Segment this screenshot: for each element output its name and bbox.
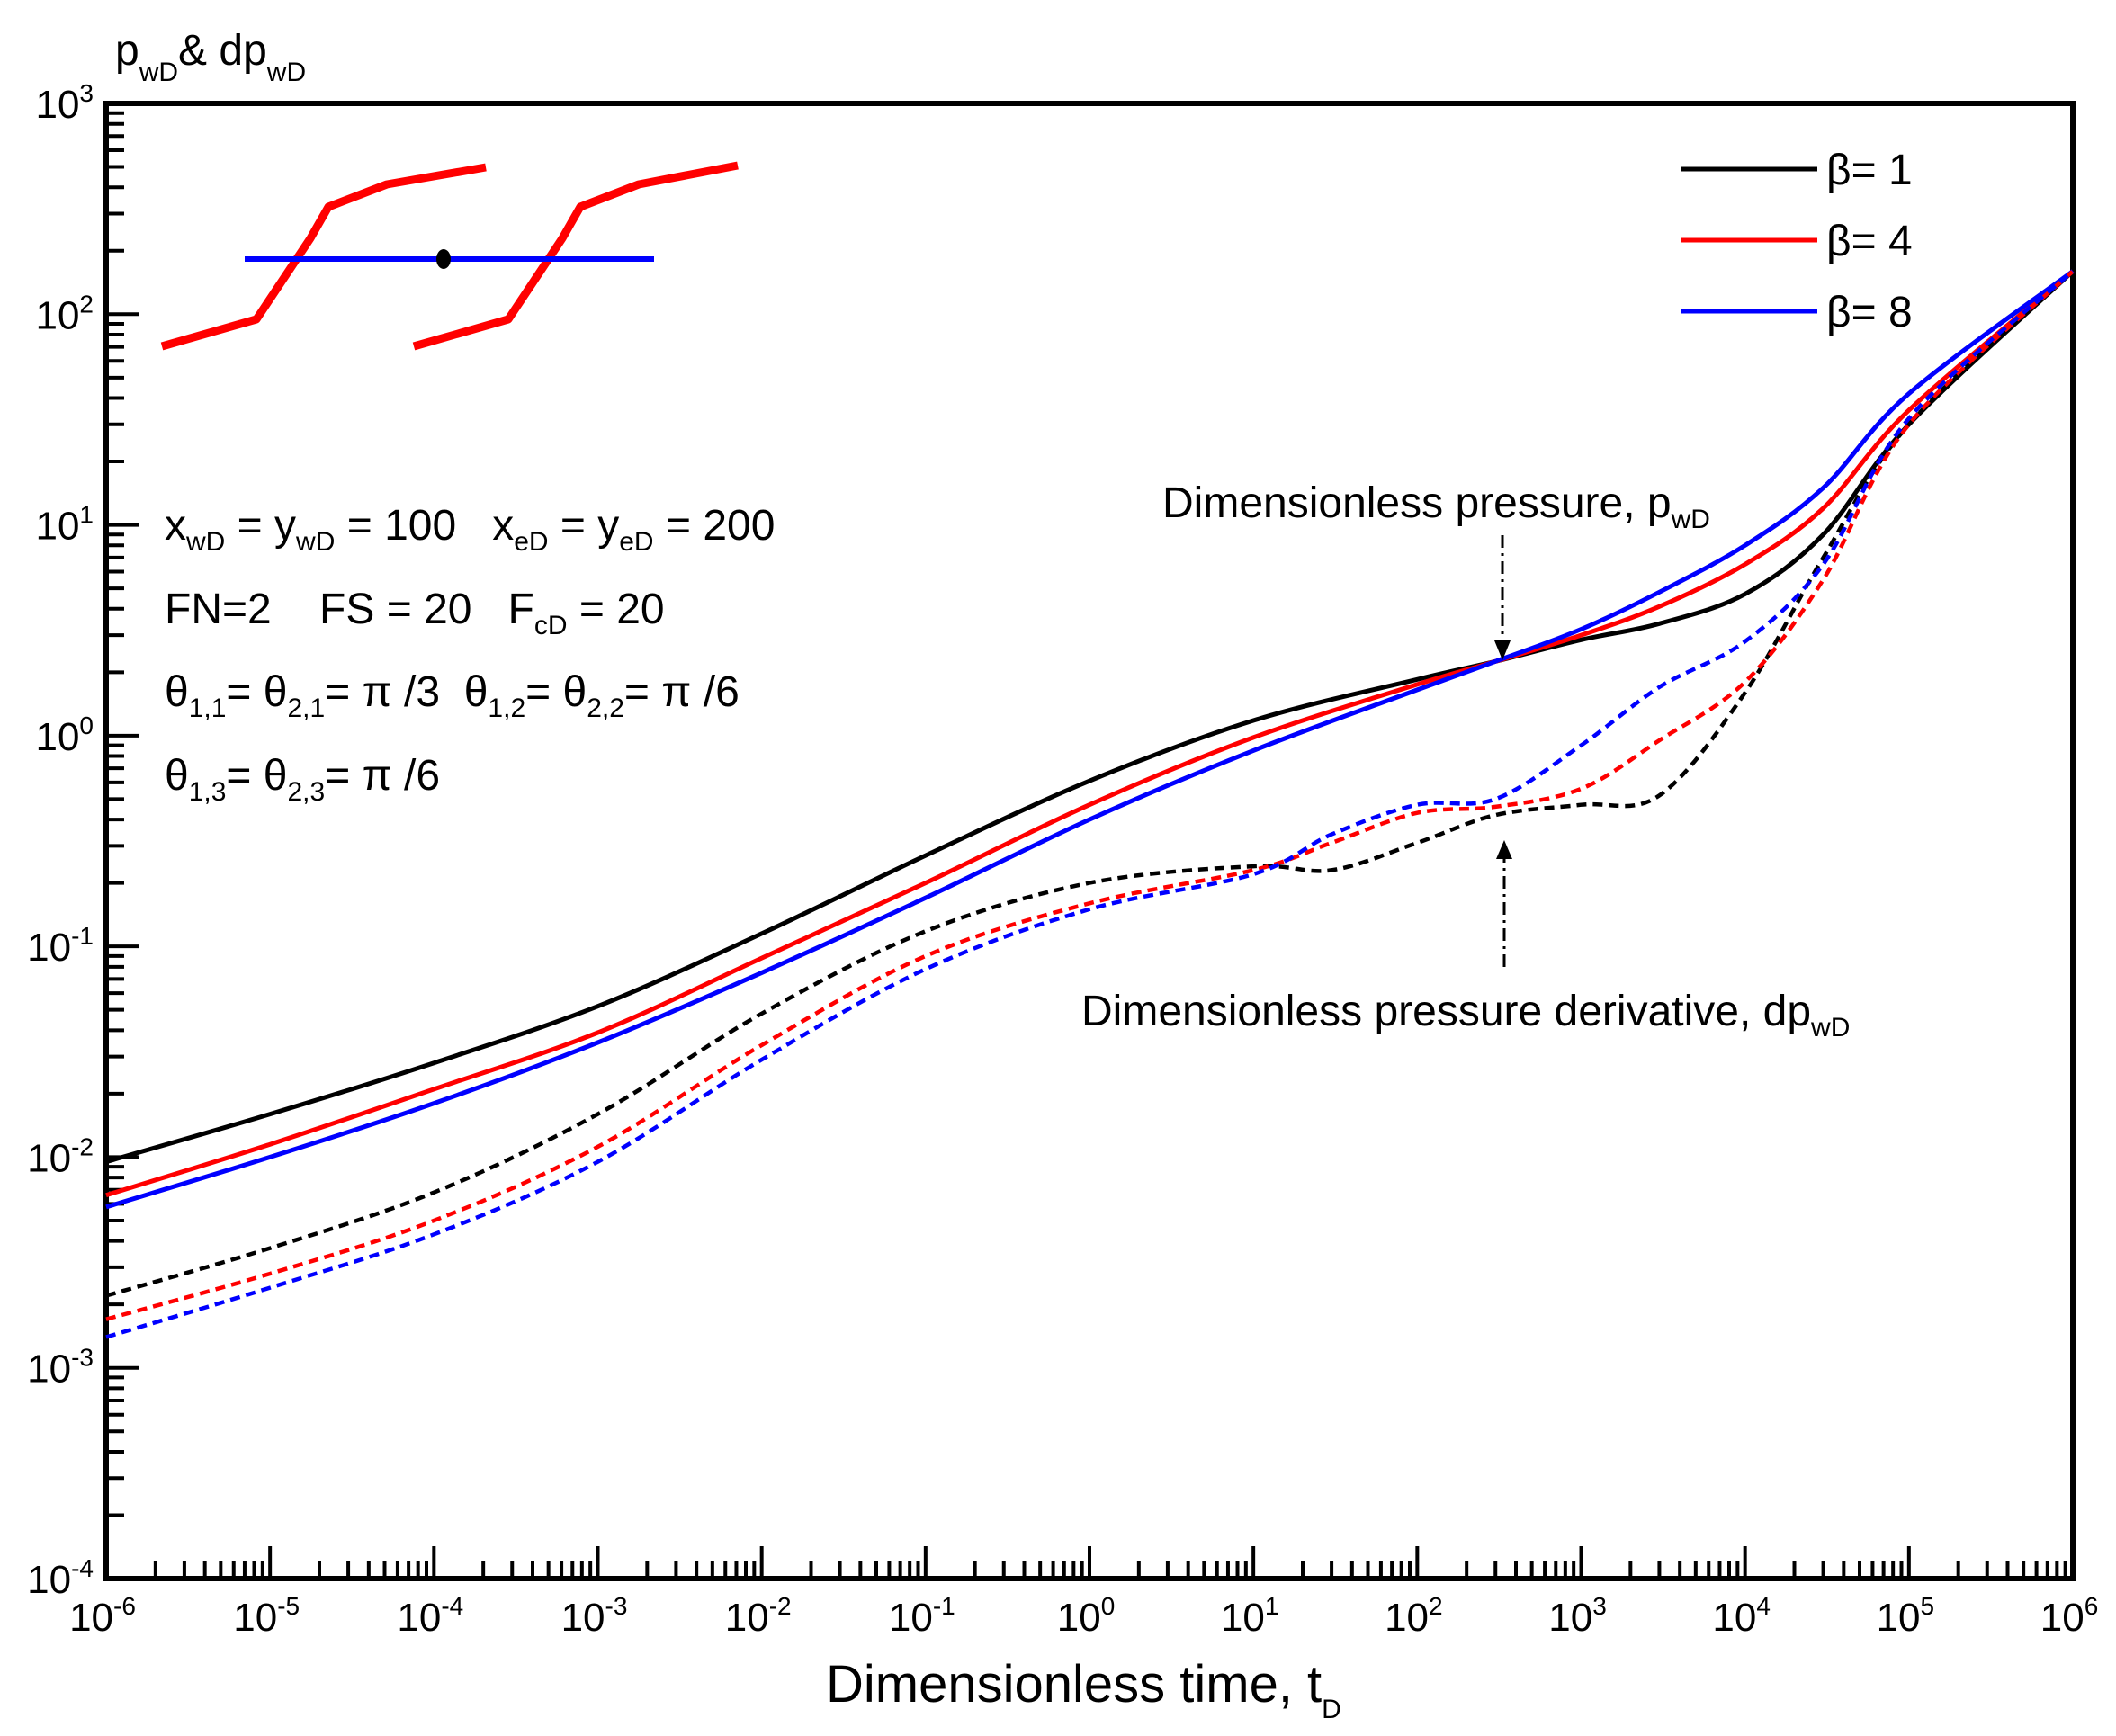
param-line-2: FN=2 FS = 20 FcD = 20 [165,586,665,640]
annotation-pressure-label: Dimensionless pressure, pwD [1162,479,1710,534]
fracture-2 [412,161,739,351]
series-line--4-derivative [105,269,2075,1321]
y-tick-label: 10-2 [27,1132,94,1180]
x-tick-label: 10-5 [233,1592,300,1640]
x-tick-label: 105 [1877,1592,1935,1640]
y-tick-label: 10-4 [27,1554,94,1602]
axis-ticks [104,111,2067,1580]
x-tick-label: 102 [1385,1592,1443,1640]
series-line--1-pressure [105,269,2075,1165]
parameter-text: xwD = ywD = 100 xeD = yeD = 200 FN=2 FS … [165,502,775,807]
series-line--4-pressure [105,269,2075,1198]
x-tick-label: 10-3 [561,1592,628,1640]
data-series [105,269,2075,1339]
legend-label-beta-8: β= 8 [1826,289,1913,336]
series-line--8-derivative [105,269,2075,1339]
legend-label-beta-1: β= 1 [1826,147,1913,194]
y-tick-label: 10-1 [27,922,94,970]
wellbore-point [436,249,451,269]
legend-label-beta-4: β= 4 [1826,218,1913,265]
annotation-derivative-arrowhead [1496,840,1512,859]
y-axis-title: pwD& dpwD [115,27,306,87]
x-tick-label: 10-2 [725,1592,792,1640]
plot-frame [103,101,2076,1581]
x-tick-label: 106 [2040,1592,2099,1640]
series-line--1-derivative [105,269,2075,1298]
x-tick-label: 103 [1548,1592,1607,1640]
annotation-pressure-arrowhead [1494,640,1511,660]
param-line-3: θ1,1= θ2,1= π /3 θ1,2= θ2,2= π /6 [165,668,740,723]
y-tick-label: 101 [35,501,94,549]
series-line--8-pressure [105,269,2075,1210]
y-tick-label: 103 [35,79,94,127]
param-line-1: xwD = ywD = 100 xeD = yeD = 200 [165,502,775,557]
annotation-pressure: Dimensionless pressure, pwD [1162,479,1710,660]
x-tick-label: 10-6 [69,1592,136,1640]
fracture-schematic [160,161,739,351]
legend: β= 1 β= 4 β= 8 [1681,147,1913,336]
y-tick-label: 102 [35,290,94,337]
y-tick-label: 10-3 [27,1344,94,1391]
x-tick-label: 10-4 [397,1592,463,1640]
axis-tick-labels: 10-6 10-5 10-4 10-3 10-2 10-1 100 101 102 103 104 1… [27,79,2098,1640]
y-tick-label: 100 [35,711,94,759]
x-tick-label: 101 [1221,1592,1279,1640]
x-tick-label: 100 [1057,1592,1116,1640]
fracture-1 [160,163,487,351]
annotation-derivative: Dimensionless pressure derivative, dpwD [1081,840,1850,1042]
annotation-derivative-label: Dimensionless pressure derivative, dpwD [1081,988,1850,1042]
param-line-4: θ1,3= θ2,3= π /6 [165,752,440,807]
x-tick-label: 104 [1712,1592,1771,1640]
x-tick-label: 10-1 [889,1592,955,1640]
x-axis-title: Dimensionless time, tD [826,1655,1341,1724]
